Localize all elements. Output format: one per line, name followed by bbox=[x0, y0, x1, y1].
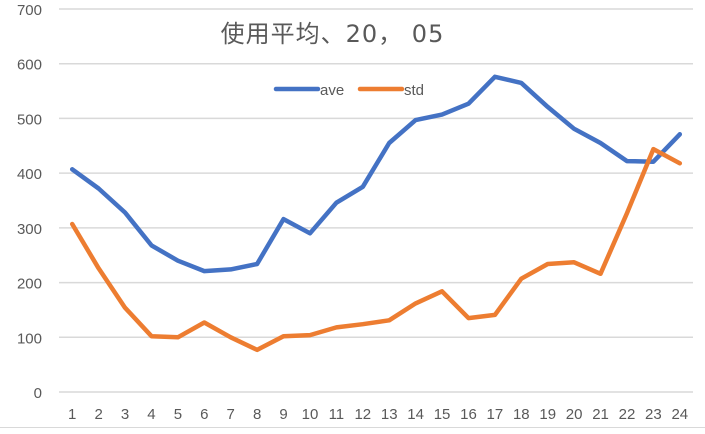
x-tick-label: 12 bbox=[354, 406, 371, 423]
series-line-std bbox=[69, 146, 683, 353]
x-tick-label: 22 bbox=[619, 406, 636, 423]
series-line-ave bbox=[69, 74, 683, 274]
x-tick-label: 3 bbox=[121, 406, 129, 423]
x-tick-label: 21 bbox=[592, 406, 609, 423]
x-tick-label: 19 bbox=[539, 406, 556, 423]
y-tick-label: 500 bbox=[17, 111, 42, 128]
x-tick-label: 7 bbox=[227, 406, 235, 423]
x-tick-label: 20 bbox=[566, 406, 583, 423]
chart-title: 使用平均、20， 05 bbox=[220, 20, 445, 48]
y-tick-label: 400 bbox=[17, 166, 42, 183]
x-tick-label: 23 bbox=[645, 406, 662, 423]
x-tick-label: 9 bbox=[279, 406, 287, 423]
x-tick-label: 4 bbox=[147, 406, 155, 423]
x-tick-label: 5 bbox=[174, 406, 182, 423]
x-tick-label: 14 bbox=[407, 406, 424, 423]
x-tick-label: 1 bbox=[68, 406, 76, 423]
legend-label-std: std bbox=[404, 82, 424, 99]
x-tick-label: 10 bbox=[302, 406, 319, 423]
x-axis-labels: 1 2 3 4 5 6 7 8 9 10 11 12 13 14 15 16 17 18 19 20 21 22 23 24 bbox=[68, 406, 688, 423]
x-tick-label: 8 bbox=[253, 406, 261, 423]
x-tick-label: 15 bbox=[434, 406, 451, 423]
legend: ave std bbox=[273, 82, 424, 99]
x-tick-label: 16 bbox=[460, 406, 477, 423]
y-tick-label: 100 bbox=[17, 330, 42, 347]
legend-label-ave: ave bbox=[320, 82, 344, 99]
y-tick-label: 600 bbox=[17, 57, 42, 74]
y-axis-labels: 0 100 200 300 400 500 600 700 bbox=[17, 2, 42, 402]
x-tick-label: 6 bbox=[200, 406, 208, 423]
x-tick-label: 18 bbox=[513, 406, 530, 423]
y-tick-label: 200 bbox=[17, 276, 42, 293]
x-tick-label: 2 bbox=[94, 406, 102, 423]
chart-border bbox=[0, 427, 705, 428]
x-tick-label: 11 bbox=[329, 406, 345, 423]
x-tick-label: 24 bbox=[671, 406, 688, 423]
y-tick-label: 700 bbox=[17, 2, 42, 19]
x-tick-label: 13 bbox=[381, 406, 398, 423]
y-tick-label: 0 bbox=[34, 385, 42, 402]
series-lines bbox=[69, 74, 683, 353]
x-tick-label: 17 bbox=[487, 406, 504, 423]
y-tick-label: 300 bbox=[17, 221, 42, 238]
